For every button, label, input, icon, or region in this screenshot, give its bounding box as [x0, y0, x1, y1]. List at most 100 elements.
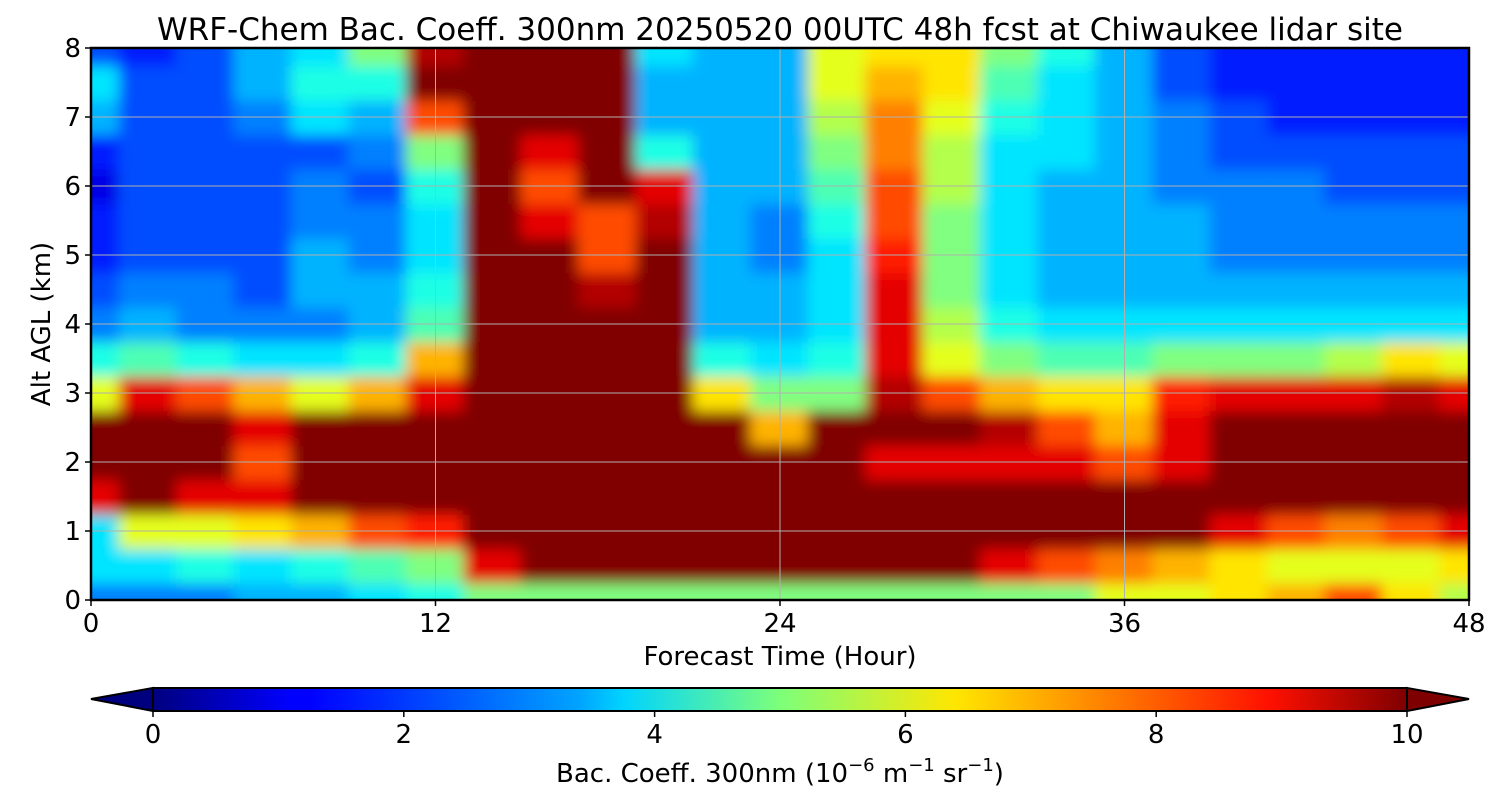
heatmap-cell: [692, 48, 753, 67]
heatmap-cell: [1152, 581, 1212, 600]
heatmap-cell: [807, 133, 868, 170]
heatmap-cell: [233, 547, 293, 584]
colorbar-label-mid: m: [875, 759, 909, 789]
colorbar: 0 2 4 6 8 10 Bac. Coeff. 300nm (10−6 m−1 sr−1…: [90, 686, 1470, 789]
colorbar-tick-label: 8: [1148, 720, 1165, 750]
heatmap-cell: [1037, 271, 1097, 308]
colorbar-body: [152, 687, 1408, 712]
heatmap-cell: [692, 340, 753, 377]
heatmap-cell: [1267, 202, 1327, 239]
heatmap-cell: [290, 581, 351, 600]
x-tick-label: 0: [83, 609, 100, 639]
heatmap-cell: [348, 581, 408, 600]
colorbar-label-mid2: sr: [935, 759, 968, 789]
chart-title: WRF-Chem Bac. Coeff. 300nm 20250520 00UT…: [157, 12, 1403, 48]
heatmap-cell: [1439, 202, 1469, 239]
heatmap-cell: [233, 133, 293, 170]
heatmap-cell: [807, 64, 868, 101]
heatmap-cell: [463, 581, 523, 600]
heatmap-cell: [91, 202, 121, 239]
heatmap-cell: [1324, 133, 1384, 170]
heatmap-cell: [1209, 48, 1270, 67]
heatmap-cell: [1209, 133, 1270, 170]
heatmap-cell: [1381, 271, 1442, 308]
heatmap-cell: [348, 133, 408, 170]
heatmap-cell: [463, 133, 523, 170]
y-tick-label: 6: [64, 172, 81, 202]
heatmap-cell: [865, 581, 925, 600]
heatmap-cell: [463, 409, 523, 446]
heatmap-cell: [807, 48, 868, 67]
heatmap-cell: [979, 478, 1040, 515]
heatmap-cell: [348, 64, 408, 101]
heatmap-cell: [578, 409, 638, 446]
heatmap-cell: [922, 271, 982, 308]
heatmap-cell: [233, 340, 293, 377]
heatmap-cell: [635, 133, 695, 170]
colorbar-label-suffix: ): [994, 759, 1004, 789]
heatmap-cell: [922, 581, 982, 600]
heatmap-cell: [692, 271, 753, 308]
heatmap-cell: [1381, 409, 1442, 446]
heatmap-cell: [1381, 340, 1442, 377]
heatmap-cell: [1439, 271, 1469, 308]
heatmap-cell: [1267, 547, 1327, 584]
heatmap-cell: [979, 48, 1040, 67]
heatmap-cell: [1324, 340, 1384, 377]
heatmap-cell: [865, 478, 925, 515]
heatmap-cell: [348, 202, 408, 239]
heatmap-cell: [520, 64, 581, 101]
heatmap-cell: [1267, 340, 1327, 377]
heatmap-cell: [1381, 202, 1442, 239]
heatmap-cell: [233, 48, 293, 67]
heatmap-cell: [979, 64, 1040, 101]
colorbar-tick-label: 0: [145, 720, 162, 750]
heatmap-cell: [922, 409, 982, 446]
heatmap-cell: [1037, 202, 1097, 239]
heatmap-cell: [1152, 202, 1212, 239]
x-tick-label: 12: [419, 609, 452, 639]
x-tick-label: 48: [1452, 609, 1485, 639]
heatmap-cell: [922, 202, 982, 239]
heatmap-cell: [922, 340, 982, 377]
heatmap-cell: [1324, 202, 1384, 239]
heatmap-cell: [1152, 271, 1212, 308]
heatmap-cell: [1381, 48, 1442, 67]
heatmap-cell: [233, 409, 293, 446]
heatmap-cell: [578, 478, 638, 515]
heatmap-cell: [91, 48, 121, 67]
heatmap-cell: [176, 547, 236, 584]
heatmap-cell: [979, 581, 1040, 600]
heatmap-cell: [635, 48, 695, 67]
heatmap-cell: [692, 64, 753, 101]
heatmap-cell: [91, 581, 121, 600]
heatmap-cell: [1267, 478, 1327, 515]
heatmap-cell: [520, 340, 581, 377]
heatmap-cell: [635, 409, 695, 446]
heatmap-cell: [176, 202, 236, 239]
y-tick-label: 5: [64, 241, 81, 271]
heatmap-cell: [1209, 202, 1270, 239]
heatmap-cell: [1439, 547, 1469, 584]
heatmap-cell: [578, 581, 638, 600]
y-tick-label: 1: [64, 517, 81, 547]
heatmap-cell: [1037, 64, 1097, 101]
heatmap-cell: [807, 340, 868, 377]
colorbar-tick-label: 4: [646, 720, 663, 750]
heatmap-cell: [922, 547, 982, 584]
heatmap-cell: [233, 202, 293, 239]
heatmap-cell: [91, 133, 121, 170]
heatmap-cell: [1037, 547, 1097, 584]
colorbar-tick-label: 2: [396, 720, 413, 750]
heatmap-cell: [635, 547, 695, 584]
heatmap-cell: [865, 133, 925, 170]
heatmap-cell: [1324, 478, 1384, 515]
heatmap-cell: [463, 340, 523, 377]
y-tick-label: 8: [64, 34, 81, 64]
colorbar-label: Bac. Coeff. 300nm (10−6 m−1 sr−1): [556, 755, 1004, 789]
heatmap-cell: [463, 271, 523, 308]
heatmap-cell: [692, 581, 753, 600]
heatmap-cell: [520, 48, 581, 67]
heatmap-cell: [233, 271, 293, 308]
heatmap-cell: [118, 271, 179, 308]
